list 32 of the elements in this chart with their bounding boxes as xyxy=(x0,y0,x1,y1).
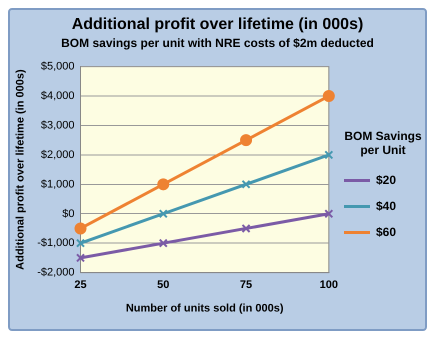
point xyxy=(76,238,86,248)
x-axis-title: Number of units sold (in 000s) xyxy=(126,302,284,314)
x-tick-label: 75 xyxy=(240,279,252,292)
y-axis-title: Additional profit over lifetime (in 000s) xyxy=(14,69,27,270)
point xyxy=(158,209,168,218)
x-tick-label: 25 xyxy=(74,279,87,292)
y-tick-label: $4,000 xyxy=(40,90,75,102)
point xyxy=(322,90,335,102)
y-tick-label: -$1,000 xyxy=(37,237,75,250)
legend-label: $40 xyxy=(376,198,396,212)
point xyxy=(76,253,86,262)
legend-title: BOM Savings per Unit xyxy=(344,128,422,156)
y-tick-label: -$2,000 xyxy=(37,266,75,279)
y-tick-label: $2,000 xyxy=(40,148,75,161)
legend-label: $20 xyxy=(376,172,396,186)
legend-label: $60 xyxy=(376,224,396,238)
x-tick-label: 50 xyxy=(157,279,170,292)
point xyxy=(157,178,170,190)
point xyxy=(74,222,87,234)
point xyxy=(324,209,334,218)
point xyxy=(324,150,334,160)
x-tick-label: 100 xyxy=(320,279,338,292)
chart-subtitle: BOM savings per unit with NRE costs of $2m deducted xyxy=(60,36,375,50)
point xyxy=(242,224,251,233)
y-tick-label: $1,000 xyxy=(40,178,75,190)
y-tick-label: $5,000 xyxy=(40,60,75,73)
chart-title: Additional profit over lifetime (in 000s) xyxy=(70,16,364,34)
point xyxy=(242,180,251,189)
point xyxy=(240,134,252,146)
y-tick-label: $0 xyxy=(62,208,75,220)
point xyxy=(158,238,168,248)
y-tick-label: $3,000 xyxy=(40,119,75,132)
